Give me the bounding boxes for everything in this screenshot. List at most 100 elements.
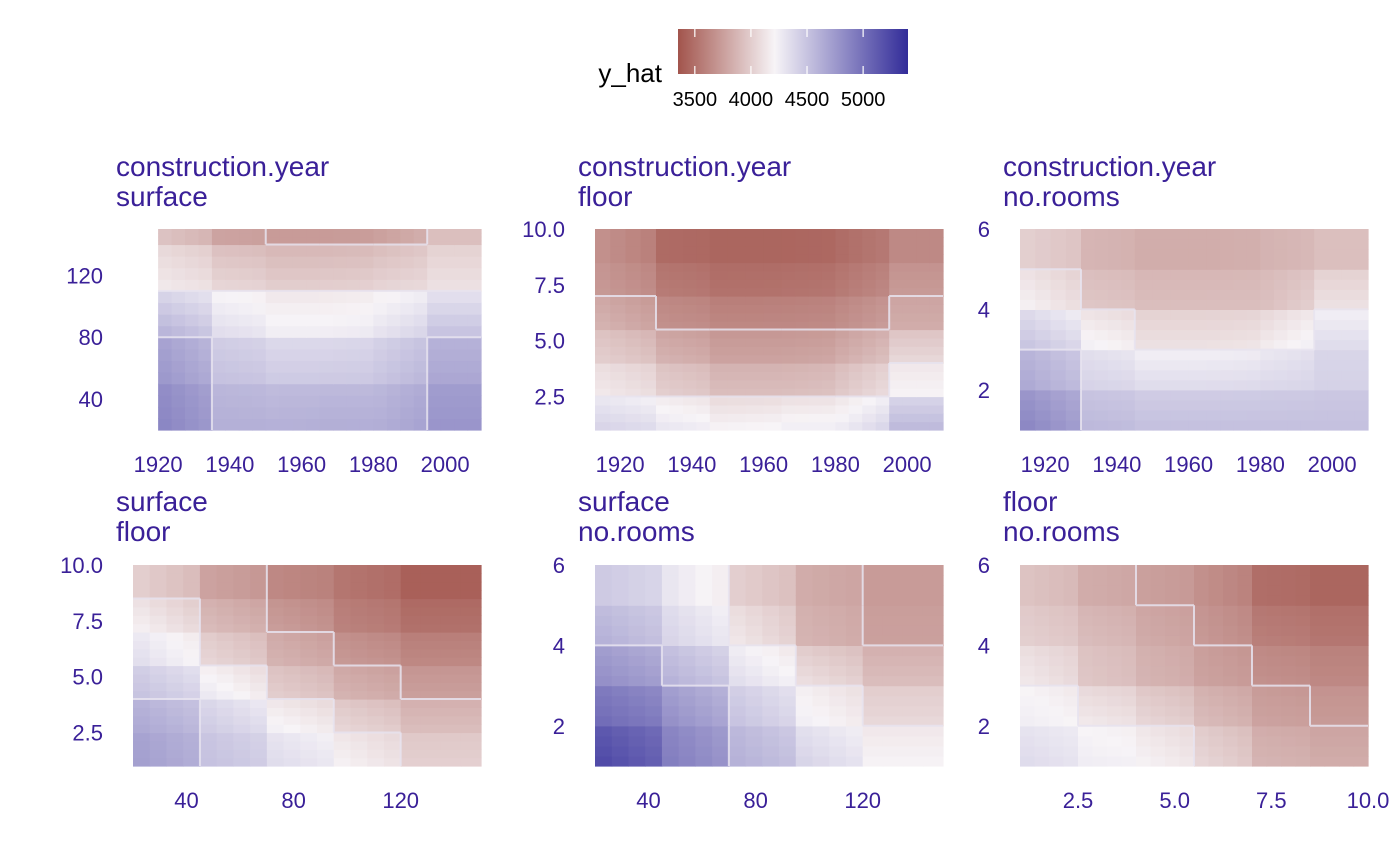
heatmap-cell <box>712 645 730 657</box>
heatmap-cell <box>779 695 797 707</box>
heatmap-cell <box>1339 635 1355 646</box>
heatmap-cell <box>1035 359 1052 371</box>
heatmap-cell <box>183 749 201 759</box>
heatmap-cell <box>762 745 780 757</box>
heatmap-cell <box>346 360 361 373</box>
heatmap-cell <box>745 279 765 289</box>
heatmap-cell <box>427 244 442 257</box>
heatmap-cell <box>1121 359 1136 371</box>
heatmap-cell <box>1121 279 1136 290</box>
heatmap-cell <box>1049 565 1065 576</box>
heatmap-cell <box>216 598 234 608</box>
heatmap-cell <box>420 740 442 750</box>
heatmap-cell <box>1121 615 1137 626</box>
heatmap-cell <box>1266 735 1282 747</box>
heatmap-cell <box>1134 249 1154 260</box>
heatmap-cell <box>1150 755 1166 767</box>
heatmap-cell <box>1287 339 1302 351</box>
heatmap-cell <box>158 256 173 269</box>
heatmap-cell <box>467 337 482 350</box>
heatmap-cell <box>595 585 613 596</box>
heatmap-cell <box>1295 605 1311 616</box>
heatmap-cell <box>427 337 442 350</box>
heatmap-cell <box>745 695 763 707</box>
heatmap-cell <box>252 256 267 269</box>
heatmap-cell <box>373 325 388 338</box>
heatmap-cell <box>292 290 307 304</box>
heatmap-cell <box>625 404 642 414</box>
heatmap-cell <box>862 229 877 238</box>
x-tick-label: 40 <box>636 788 660 813</box>
heatmap-cell <box>1107 309 1122 321</box>
heatmap-cell <box>745 354 765 364</box>
heatmap-cell <box>292 240 307 246</box>
heatmap-cell <box>625 396 642 406</box>
heatmap-cell <box>1314 259 1329 270</box>
heatmap-cell <box>1094 309 1109 321</box>
heatmap-cell <box>427 256 442 269</box>
heatmap-cell <box>317 565 335 574</box>
heatmap-cell <box>821 379 836 389</box>
heatmap-cell <box>1080 409 1096 421</box>
heatmap-cell <box>595 254 611 264</box>
heatmap-cell <box>283 749 301 759</box>
heatmap-cell <box>875 245 890 255</box>
heatmap-cell <box>1252 625 1268 636</box>
heatmap-cell <box>712 615 730 626</box>
heatmap-cell <box>1152 389 1172 401</box>
heatmap-cell <box>198 232 213 238</box>
heatmap-cell <box>728 635 747 646</box>
heatmap-cell <box>1233 409 1248 421</box>
heatmap-cell <box>333 337 348 350</box>
heatmap-cell <box>1194 695 1210 707</box>
heatmap-cell <box>225 383 240 396</box>
heatmap-cell <box>889 254 904 264</box>
heatmap-cell <box>1152 399 1172 411</box>
heatmap-cell <box>835 229 850 238</box>
heatmap-cell <box>233 606 251 616</box>
heatmap-cell <box>1020 399 1036 411</box>
heatmap-cell <box>1266 655 1282 667</box>
heatmap-cell <box>1020 379 1036 391</box>
heatmap-cell <box>400 573 422 583</box>
heatmap-cell <box>171 418 186 431</box>
heatmap-cell <box>669 363 684 372</box>
heatmap-cell <box>1152 309 1172 321</box>
heatmap-cell <box>1281 715 1297 727</box>
heatmap-cell <box>292 267 307 280</box>
heatmap-cell <box>1134 349 1154 361</box>
heatmap-cell <box>1050 229 1067 240</box>
heatmap-cell <box>882 575 904 586</box>
heatmap-cell <box>812 615 830 626</box>
heatmap-cell <box>862 363 877 372</box>
heatmap-cell <box>902 595 924 606</box>
heatmap-cell <box>166 590 184 600</box>
heatmap-cell <box>460 690 482 700</box>
heatmap-cell <box>386 279 401 292</box>
heatmap-cell <box>610 413 627 423</box>
heatmap-cell <box>625 312 642 322</box>
heatmap-cell <box>373 236 388 242</box>
heatmap-cell <box>300 632 318 641</box>
heatmap-cell <box>695 565 713 576</box>
heatmap-cell <box>1266 585 1282 596</box>
heatmap-cell <box>1034 595 1050 606</box>
heatmap-cell <box>595 725 613 737</box>
heatmap-cell <box>916 245 931 255</box>
heatmap-cell <box>300 757 318 767</box>
heatmap-cell <box>1339 625 1355 636</box>
heatmap-cell <box>460 590 482 600</box>
heatmap-cell <box>359 290 374 304</box>
heatmap-cell <box>1134 339 1154 351</box>
heatmap-cell <box>359 302 374 315</box>
heatmap-cell <box>1107 259 1122 270</box>
heatmap-cell <box>645 615 663 626</box>
heatmap-cell <box>367 699 385 708</box>
heatmap-cell <box>922 565 944 576</box>
heatmap-cell <box>916 270 931 280</box>
heatmap-cell <box>413 337 428 350</box>
heatmap-cell <box>745 585 763 596</box>
heatmap-cell <box>1281 745 1297 757</box>
heatmap-cell <box>1223 565 1239 576</box>
heatmap-cell <box>1295 735 1311 747</box>
